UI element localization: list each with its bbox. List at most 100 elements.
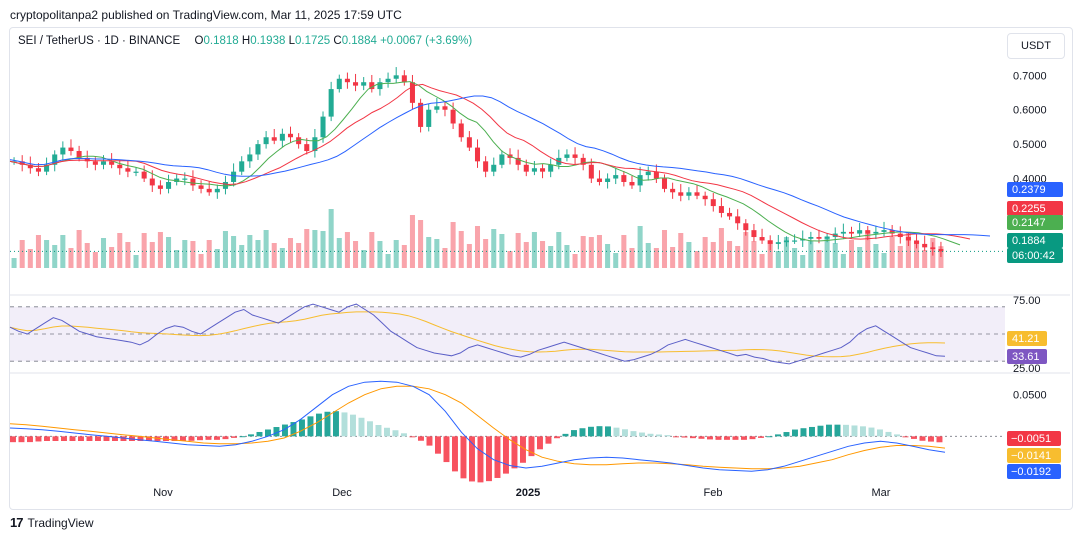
candle — [540, 168, 546, 172]
macd-histogram-bar — [341, 412, 348, 437]
volume-bar — [100, 238, 107, 268]
macd-histogram-bar — [282, 424, 288, 437]
candle — [190, 178, 196, 186]
macd-histogram-bar — [401, 433, 407, 437]
volume-bar — [653, 248, 659, 268]
macd-tag — [1007, 448, 1061, 463]
candle — [450, 109, 456, 124]
volume-bar — [182, 240, 188, 268]
candle — [564, 154, 570, 158]
macd-histogram-bar — [860, 426, 866, 437]
candle — [92, 161, 98, 165]
tradingview-brand[interactable]: TradingView — [27, 515, 94, 530]
volume-bar — [865, 233, 871, 268]
price-axis-tick: 0.5000 — [1013, 139, 1047, 151]
volume-bar — [613, 253, 619, 268]
candle — [686, 192, 692, 196]
macd-histogram-bar — [681, 436, 688, 438]
candle — [930, 247, 936, 250]
volume-bar — [816, 250, 822, 268]
volume-bar — [905, 232, 911, 268]
candle — [759, 237, 765, 241]
volume-bar — [848, 240, 855, 268]
macd-histogram-bar — [919, 436, 926, 441]
macd-histogram-bar — [171, 436, 178, 441]
volume-bar — [279, 248, 285, 268]
macd-histogram-bar — [290, 422, 297, 437]
candle — [182, 178, 188, 180]
macd-histogram-bar — [112, 436, 118, 441]
macd-histogram-bar — [928, 436, 934, 442]
candle — [109, 161, 115, 165]
candle — [873, 231, 879, 234]
candle — [369, 82, 375, 90]
candle — [76, 151, 82, 158]
candle — [418, 102, 424, 127]
macd-histogram-bar — [562, 433, 569, 437]
change-value: +0.0067 (+3.69%) — [380, 35, 473, 47]
candle — [905, 237, 911, 241]
macd-histogram-bar — [69, 436, 76, 441]
macd-histogram-bar — [792, 429, 798, 437]
macd-histogram-bar — [817, 425, 824, 437]
macd-histogram-bar — [460, 436, 467, 479]
macd-histogram-bar — [758, 436, 764, 438]
volume-bar — [857, 247, 863, 268]
macd-histogram-bar — [511, 436, 518, 469]
volume-bar — [873, 244, 879, 268]
candle — [840, 231, 846, 234]
volume-bar — [361, 250, 367, 268]
price-tag-value: 0.2255 — [1012, 203, 1046, 215]
volume-bar — [645, 243, 651, 268]
volume-bar — [450, 222, 456, 268]
volume-bar — [678, 233, 684, 268]
volume-bar — [523, 242, 529, 268]
price-tag — [1007, 201, 1063, 216]
price-tag-value: 0.2147 — [1012, 217, 1046, 229]
symbol-name[interactable]: SEI / TetherUS · 1D · BINANCE — [18, 35, 181, 47]
candle — [499, 154, 505, 165]
volume-bar — [222, 231, 228, 268]
volume-bar — [792, 248, 798, 268]
volume-bar — [393, 240, 399, 268]
candle — [548, 164, 554, 172]
candle — [523, 164, 529, 172]
ma-slow-line — [9, 95, 991, 237]
candle — [231, 171, 237, 182]
volume-bar — [304, 229, 310, 268]
candle — [100, 161, 107, 165]
volume-bar — [832, 243, 838, 268]
macd-histogram-bar — [851, 425, 858, 437]
macd-histogram-bar — [630, 431, 637, 437]
currency-button[interactable]: USDT — [1007, 33, 1065, 59]
rsi-line — [9, 303, 946, 365]
volume-bar — [759, 254, 765, 268]
candle — [377, 82, 383, 90]
macd-histogram-bar — [537, 436, 543, 450]
candle — [312, 137, 318, 152]
macd-signal-line — [9, 385, 946, 470]
volume-bar — [239, 245, 245, 268]
candle — [767, 240, 773, 244]
candle — [718, 206, 724, 213]
macd-tag-value: −0.0192 — [1011, 466, 1051, 478]
macd-histogram-bar — [324, 411, 331, 437]
volume-bar — [548, 246, 554, 268]
volume-bar — [434, 239, 440, 268]
candle — [149, 178, 155, 186]
volume-bar — [531, 232, 537, 268]
volume-bar — [369, 232, 375, 268]
low-value: 0.1725 — [294, 35, 331, 47]
volume-bar — [344, 232, 350, 268]
macd-histogram-bar — [503, 436, 509, 474]
macd-histogram-bar — [316, 413, 322, 437]
candle — [206, 188, 212, 193]
tradingview-logo-icon[interactable]: 17 — [10, 515, 24, 530]
candle — [783, 240, 789, 243]
candle — [580, 157, 586, 165]
volume-bar — [353, 241, 359, 268]
macd-tag-value: −0.0141 — [1011, 450, 1051, 462]
candle — [296, 137, 302, 145]
publisher-caption: cryptopolitanpa2 published on TradingVie… — [10, 8, 402, 22]
